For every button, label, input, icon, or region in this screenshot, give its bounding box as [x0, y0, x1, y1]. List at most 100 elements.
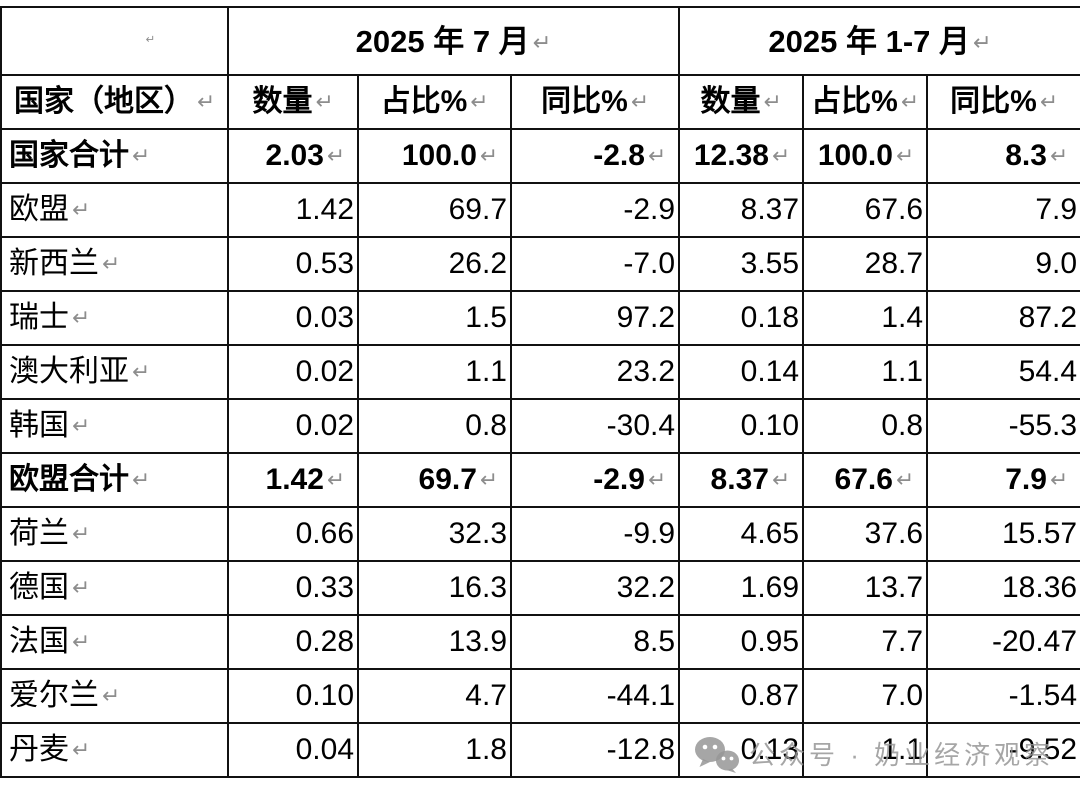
pilcrow-mark: ↵: [973, 29, 992, 55]
period-label: 2025 年 7 月: [355, 23, 530, 59]
value: 15.57: [1001, 517, 1078, 550]
pilcrow-mark: ↵: [326, 143, 345, 168]
pilcrow-mark: ↵: [132, 143, 151, 168]
pilcrow-mark: ↵: [900, 89, 919, 114]
pilcrow-mark: ↵: [763, 89, 782, 114]
column-header-share-1: 占比% ↵: [357, 74, 512, 130]
pilcrow-mark: ↵: [72, 575, 91, 600]
pilcrow-mark: ↵: [1049, 467, 1069, 492]
pilcrow-mark: ↵: [72, 305, 91, 330]
row-label-cell: 欧盟 ↵: [0, 182, 229, 238]
value: -7.0: [623, 247, 676, 280]
value-cell: 15.57: [926, 506, 1080, 562]
value: 0.02: [295, 409, 354, 442]
table-row: 欧盟 ↵ 1.42 69.7 -2.9 8.37 67.6 7.9: [0, 182, 1080, 238]
value: 23.2: [616, 355, 676, 388]
value: 67.6: [864, 193, 924, 226]
value-cell: 2.03 ↵: [227, 128, 359, 184]
value-cell: 0.8: [357, 398, 512, 454]
period-header-july: 2025 年 7 月 ↵: [226, 6, 681, 76]
value: 67.6: [834, 463, 893, 496]
value: 7.9: [1005, 463, 1047, 496]
value-cell: 69.7 ↵: [357, 452, 512, 508]
value: 32.2: [616, 571, 676, 604]
pilcrow-mark: ↵: [771, 467, 791, 492]
column-header-label: 数量: [252, 85, 313, 118]
pilcrow-mark: ↵: [132, 359, 151, 384]
value: 2.03: [265, 139, 324, 172]
value: 0.87: [740, 679, 800, 712]
column-header-country: 国家（地区） ↵: [0, 74, 229, 130]
value: 1.42: [295, 193, 354, 226]
row-label-cell: 法国 ↵: [0, 614, 229, 670]
row-label-cell: 国家合计 ↵: [0, 128, 229, 184]
table-row-column-header: 国家（地区） ↵ 数量 ↵ 占比% ↵ 同比% ↵ 数量 ↵ 占比% ↵ 同比% ↵: [0, 74, 1080, 130]
value: 13.7: [864, 571, 924, 604]
pilcrow-mark: ↵: [196, 89, 216, 114]
value: 0.33: [295, 571, 354, 604]
value: 12.38: [693, 139, 769, 172]
value-cell: 1.1: [802, 344, 929, 400]
value-cell: 13.7: [802, 560, 929, 616]
pilcrow-mark: ↵: [479, 143, 498, 168]
value: 0.95: [740, 625, 800, 658]
pilcrow-mark: ↵: [771, 143, 791, 168]
value: -30.4: [606, 409, 676, 442]
value-cell: -2.9: [509, 182, 681, 238]
value-cell: 1.4: [802, 290, 929, 346]
pilcrow-mark: ↵: [145, 34, 156, 46]
pilcrow-mark: ↵: [479, 467, 498, 492]
column-header-share-2: 占比% ↵: [802, 74, 929, 130]
pilcrow-mark: ↵: [72, 197, 91, 222]
row-label-cell: 爱尔兰 ↵: [0, 668, 229, 724]
row-label: 欧盟合计: [9, 463, 129, 496]
value-cell: 0.87: [678, 668, 805, 724]
column-header-label: 同比%: [950, 85, 1037, 118]
value: 0.28: [295, 625, 354, 658]
value-cell: 1.1: [357, 344, 512, 400]
value: 69.7: [448, 193, 507, 226]
row-label-cell: 澳大利亚 ↵: [0, 344, 229, 400]
value-cell: 28.7: [802, 236, 929, 292]
value-cell: -1.54: [926, 668, 1080, 724]
pilcrow-mark: ↵: [72, 521, 91, 546]
value: 0.14: [740, 355, 800, 388]
value: 1.1: [881, 355, 924, 388]
value-cell: 4.65: [678, 506, 805, 562]
value-cell: -2.8 ↵: [509, 128, 681, 184]
value: 1.1: [465, 355, 507, 388]
value-cell: 0.04: [227, 722, 359, 778]
pilcrow-mark: ↵: [532, 29, 552, 55]
value: 1.42: [265, 463, 324, 496]
pilcrow-mark: ↵: [1049, 143, 1069, 168]
column-header-label: 数量: [700, 85, 761, 118]
column-header-quantity-2: 数量 ↵: [678, 74, 805, 130]
value-cell: 67.6: [802, 182, 929, 238]
value: -44.1: [606, 679, 676, 712]
value: 32.3: [448, 517, 507, 550]
table-row: 新西兰 ↵ 0.53 26.2 -7.0 3.55 28.7 9.0: [0, 236, 1080, 292]
value-cell: 69.7: [357, 182, 512, 238]
row-label-cell: 丹麦 ↵: [0, 722, 229, 778]
period-label: 2025 年 1-7 月: [768, 23, 970, 59]
value-cell: -7.0: [509, 236, 681, 292]
value-cell: 0.13: [678, 722, 805, 778]
value: 8.37: [710, 463, 769, 496]
table-row: 丹麦 ↵ 0.04 1.8 -12.8 0.13 1.1 -9.52: [0, 722, 1080, 778]
pilcrow-mark: ↵: [895, 143, 915, 168]
value: 0.10: [740, 409, 800, 442]
row-label-cell: 瑞士 ↵: [0, 290, 229, 346]
row-label: 新西兰: [9, 247, 99, 280]
row-label: 丹麦: [9, 733, 69, 766]
value: 7.7: [881, 625, 924, 658]
value: 97.2: [616, 301, 676, 334]
value: 1.8: [465, 733, 507, 766]
value: 8.5: [633, 625, 676, 658]
value-cell: -2.9 ↵: [509, 452, 681, 508]
value: -9.52: [1008, 733, 1078, 766]
value-cell: 12.38 ↵: [678, 128, 805, 184]
value-cell: 37.6: [802, 506, 929, 562]
value-cell: 1.5: [357, 290, 512, 346]
value-cell: 23.2: [509, 344, 681, 400]
